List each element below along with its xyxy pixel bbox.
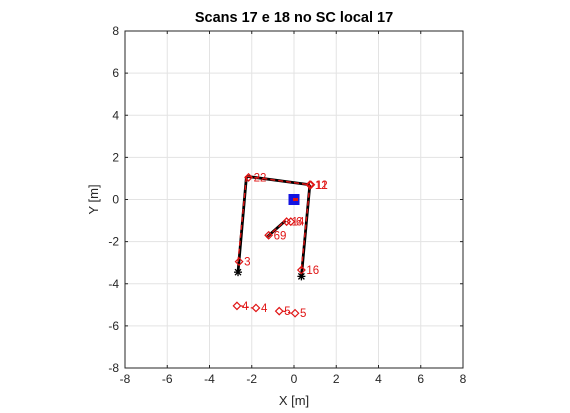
y-tick-label: 6: [112, 66, 119, 80]
x-tick-label: 8: [460, 372, 467, 386]
y-tick-label: 4: [112, 108, 119, 122]
axis-ticks: -8 -6 -4 -2 0 2 4 6 8 -8 -6 -4 -2 0 2 4 6 8: [108, 24, 466, 386]
point-marker: [306, 180, 316, 190]
point-marker: [234, 257, 244, 267]
scan-segment: [237, 176, 248, 262]
x-tick-label: -6: [162, 372, 173, 386]
scan-segment: [283, 310, 292, 314]
point-label: 12: [315, 180, 328, 192]
y-axis-label: Y [m]: [86, 184, 101, 214]
point-marker: [286, 217, 296, 227]
point-label: 5: [284, 306, 290, 318]
x-tick-label: -8: [120, 372, 131, 386]
y-tick-label: -2: [108, 235, 119, 249]
point-marker: [244, 172, 254, 182]
x-tick-label: 6: [417, 372, 424, 386]
point-marker: [296, 265, 306, 275]
point-label: 69: [274, 230, 287, 242]
point-label: 14: [292, 217, 305, 229]
chart-title: Scans 17 e 18 no SC local 17: [195, 10, 393, 26]
point-label: 11: [316, 180, 328, 192]
point-marker: [232, 301, 242, 311]
scan-segment: [299, 184, 312, 277]
point-marker: [264, 230, 274, 240]
robot-heading: [293, 198, 298, 201]
y-tick-label: 8: [112, 24, 119, 38]
point-marker: [305, 180, 315, 190]
point-label: 16: [306, 265, 319, 277]
point-label: 6: [296, 217, 302, 229]
y-tick-label: -4: [108, 277, 119, 291]
point-marker: [251, 303, 261, 313]
x-tick-label: -2: [246, 372, 257, 386]
x-axis-label: X [m]: [279, 393, 309, 408]
x-tick-label: 0: [291, 372, 298, 386]
scan-endpoint-star: [234, 268, 243, 277]
point-label: 3: [244, 257, 250, 269]
scan-segment: [236, 176, 248, 273]
x-tick-label: -4: [204, 372, 215, 386]
y-tick-label: -8: [108, 361, 119, 375]
y-tick-label: -6: [108, 319, 119, 333]
point-marker: [290, 308, 300, 318]
y-tick-label: 2: [112, 150, 119, 164]
point-label: 22: [254, 172, 267, 184]
scan-segment: [240, 305, 253, 309]
point-label: 4: [261, 303, 268, 315]
point-marker: [274, 306, 284, 316]
x-tick-label: 4: [375, 372, 382, 386]
point-label: 5: [300, 308, 306, 320]
scan-segment: [266, 220, 287, 238]
scan-segment: [300, 184, 311, 270]
y-tick-label: 0: [112, 193, 119, 207]
scan-segment: [246, 175, 310, 186]
point-label: 4: [242, 301, 249, 313]
x-tick-label: 2: [333, 372, 340, 386]
